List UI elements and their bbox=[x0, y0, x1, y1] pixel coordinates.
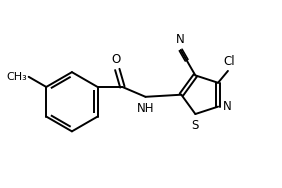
Text: N: N bbox=[176, 33, 185, 46]
Text: O: O bbox=[111, 53, 120, 66]
Text: N: N bbox=[222, 100, 231, 113]
Text: CH₃: CH₃ bbox=[6, 72, 27, 82]
Text: S: S bbox=[192, 119, 199, 132]
Text: Cl: Cl bbox=[223, 55, 235, 67]
Text: NH: NH bbox=[137, 102, 154, 115]
